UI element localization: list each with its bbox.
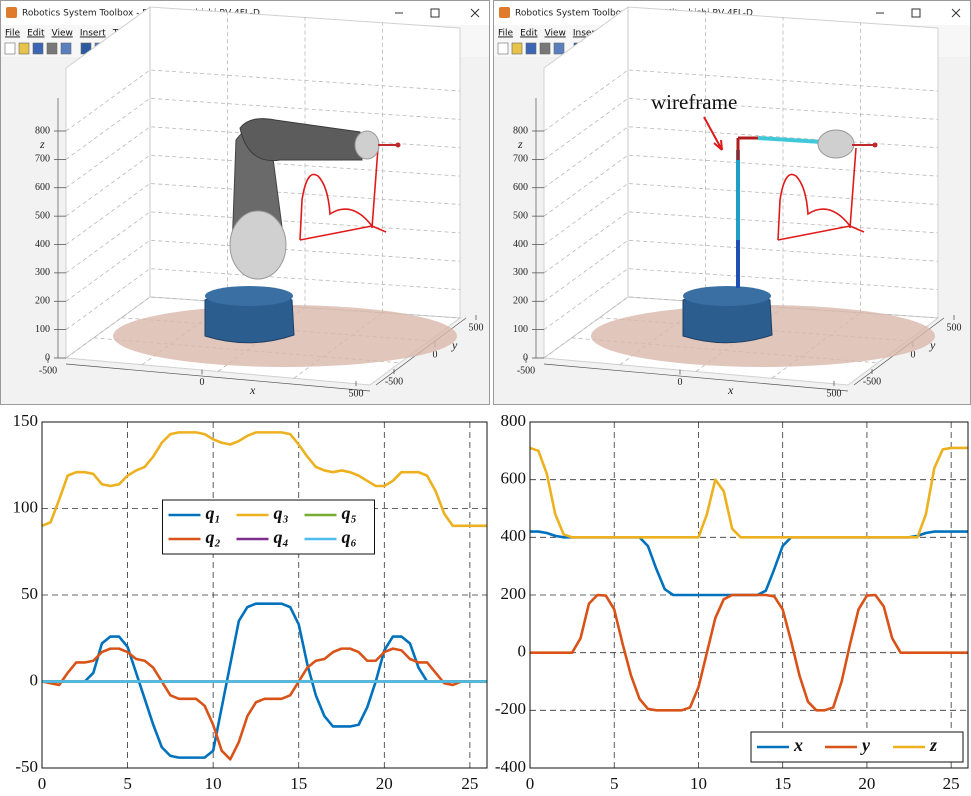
z-tick-label: 300 xyxy=(513,267,528,278)
x-tick-label: 500 xyxy=(827,388,842,399)
z-tick-label: 0 xyxy=(45,352,50,363)
z-label: z xyxy=(517,137,523,151)
x-tick-label: 20 xyxy=(858,774,875,793)
x-tick-label: 15 xyxy=(290,774,307,793)
robot-joint xyxy=(230,211,286,279)
y-tick-label: 500 xyxy=(469,322,484,333)
x-tick-label: 500 xyxy=(349,388,364,399)
z-tick-label: 0 xyxy=(523,352,528,363)
z-tick-label: 800 xyxy=(35,125,50,136)
x-tick-label: 10 xyxy=(205,774,222,793)
z-tick-label: 400 xyxy=(35,239,50,250)
x-tick-label: 15 xyxy=(774,774,791,793)
y-tick-label: 50 xyxy=(21,584,38,603)
screen: Robotics System Toolbox - Robot Mitsubis… xyxy=(0,0,971,796)
menu-item[interactable]: View xyxy=(545,29,566,39)
robot-tool-tip xyxy=(873,143,878,148)
toolbar-icon[interactable] xyxy=(512,43,522,54)
x-tick-label: -500 xyxy=(517,365,535,376)
y-tick-label: 200 xyxy=(501,584,527,603)
x-tick-label: 25 xyxy=(461,774,478,793)
z-tick-label: 300 xyxy=(35,267,50,278)
menu-item[interactable]: File xyxy=(5,29,21,39)
y-tick-label: 500 xyxy=(947,322,962,333)
y-tick-label: -500 xyxy=(863,376,881,387)
x-tick-label: 0 xyxy=(678,377,683,388)
chart: -400 -200 0 200 400 600 800 0 5 10 15 20 25 x y z xyxy=(495,411,968,793)
toolbar-icon[interactable] xyxy=(498,43,508,54)
app-icon xyxy=(6,7,17,18)
toolbar-icon[interactable] xyxy=(554,43,564,54)
y-tick-label: 100 xyxy=(13,497,39,516)
window: Robotics System Toolbox - Robot Mitsubis… xyxy=(1,1,490,405)
robot-base-top xyxy=(205,286,293,306)
legend-label: q₁ xyxy=(206,503,221,523)
menu-item[interactable]: File xyxy=(498,29,514,39)
toolbar-icon[interactable] xyxy=(61,43,71,54)
z-tick-label: 200 xyxy=(513,296,528,307)
z-tick-label: 100 xyxy=(513,324,528,335)
y-tick-label: 400 xyxy=(501,526,527,545)
window: Robotics System Toolbox - Robot Mitsubis… xyxy=(494,1,971,405)
page: Robotics System Toolbox - Robot Mitsubis… xyxy=(0,0,971,796)
y-tick-label: -200 xyxy=(495,699,526,718)
menu-item[interactable]: Edit xyxy=(520,29,538,39)
x-tick-label: -500 xyxy=(39,365,57,376)
z-label: z xyxy=(39,137,45,151)
y-tick-label: 0 xyxy=(30,670,39,689)
x-tick-label: 25 xyxy=(943,774,960,793)
legend-label: y xyxy=(860,735,871,755)
legend-label: q₄ xyxy=(274,527,289,547)
x-tick-label: 0 xyxy=(526,774,535,793)
legend-label: z xyxy=(929,735,937,755)
robot-base-top xyxy=(683,286,771,306)
z-tick-label: 500 xyxy=(35,210,50,221)
app-icon xyxy=(499,7,510,18)
y-tick-label: 150 xyxy=(13,411,39,430)
toolbar-icon[interactable] xyxy=(47,43,57,54)
legend-label: q₅ xyxy=(342,503,357,523)
z-tick-label: 500 xyxy=(513,210,528,221)
toolbar-icon[interactable] xyxy=(5,43,15,54)
z-tick-label: 400 xyxy=(513,239,528,250)
z-tick-label: 600 xyxy=(35,182,50,193)
robot-tool-tip xyxy=(396,143,401,148)
x-label: x xyxy=(727,383,734,397)
legend-label: x xyxy=(793,735,803,755)
x-label: x xyxy=(249,383,256,397)
menu-item[interactable]: View xyxy=(52,29,73,39)
menu-item[interactable]: Insert xyxy=(80,29,106,39)
annotation: wireframe xyxy=(651,90,737,114)
legend-label: q₃ xyxy=(274,503,289,523)
toolbar-icon[interactable] xyxy=(19,43,29,54)
robot-wrist xyxy=(355,131,379,159)
toolbar-icon[interactable] xyxy=(526,43,536,54)
y-tick-label: 800 xyxy=(501,411,527,430)
z-tick-label: 700 xyxy=(513,154,528,165)
z-tick-label: 100 xyxy=(35,324,50,335)
y-tick-label: 0 xyxy=(518,642,527,661)
z-tick-label: 700 xyxy=(35,154,50,165)
z-tick-label: 800 xyxy=(513,125,528,136)
x-tick-label: 5 xyxy=(123,774,132,793)
legend-label: q₆ xyxy=(342,527,357,547)
toolbar-icon[interactable] xyxy=(540,43,550,54)
y-tick-label: -500 xyxy=(385,376,403,387)
z-tick-label: 200 xyxy=(35,296,50,307)
x-tick-label: 0 xyxy=(200,377,205,388)
x-tick-label: 0 xyxy=(38,774,47,793)
x-tick-label: 10 xyxy=(690,774,707,793)
robot-wrist xyxy=(818,130,854,158)
toolbar-icon[interactable] xyxy=(33,43,43,54)
y-tick-label: -400 xyxy=(495,757,526,776)
menu-item[interactable]: Edit xyxy=(27,29,45,39)
y-tick-label: -50 xyxy=(15,757,38,776)
x-tick-label: 20 xyxy=(376,774,393,793)
legend-label: q₂ xyxy=(206,527,221,547)
z-tick-label: 600 xyxy=(513,182,528,193)
x-tick-label: 5 xyxy=(610,774,619,793)
y-tick-label: 600 xyxy=(501,469,527,488)
